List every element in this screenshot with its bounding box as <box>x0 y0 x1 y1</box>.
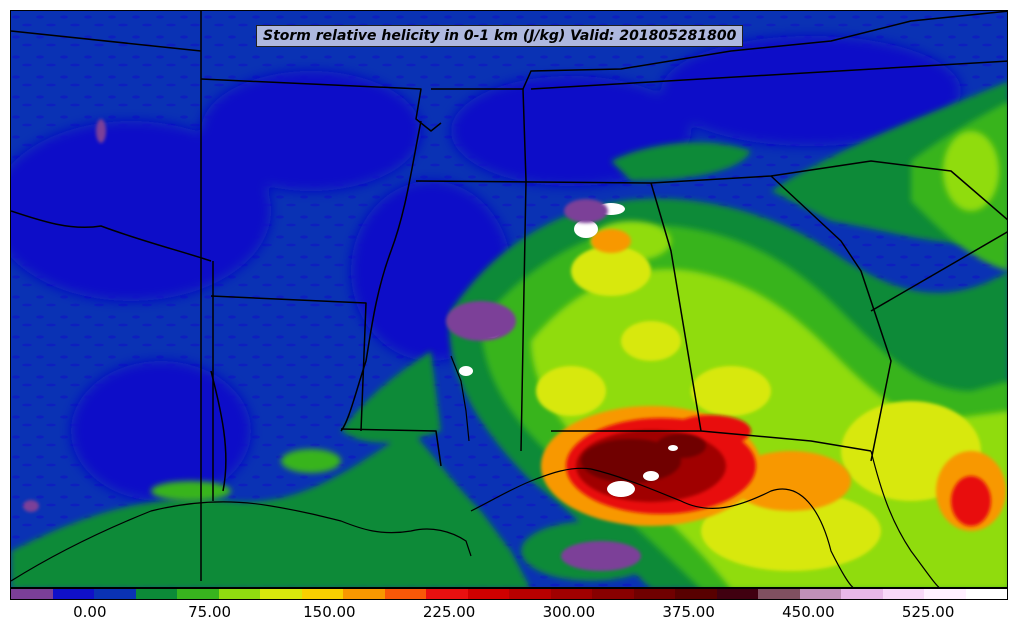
colorbar-tick-label: 75.00 <box>188 603 232 621</box>
colorbar-swatch <box>177 589 219 599</box>
colorbar-tick-label: 225.00 <box>422 603 476 621</box>
colorbar-swatch <box>592 589 634 599</box>
colorbar-labels: 0.00 75.00 150.00 225.00 300.00 375.00 450.00 5… <box>10 602 1008 626</box>
colorbar-swatch <box>343 589 385 599</box>
colorbar-swatch <box>841 589 883 599</box>
helicity-map <box>11 11 1007 587</box>
colorbar-swatch <box>799 589 841 599</box>
colorbar-swatch <box>716 589 758 599</box>
colorbar-swatch <box>52 589 94 599</box>
colorbar-swatch <box>675 589 717 599</box>
colorbar-swatch <box>384 589 426 599</box>
colorbar-swatch <box>11 589 53 599</box>
map-panel: Storm relative helicity in 0-1 km (J/kg)… <box>10 10 1008 588</box>
colorbar-swatch <box>426 589 468 599</box>
colorbar-swatch <box>882 589 924 599</box>
colorbar-swatch <box>135 589 177 599</box>
colorbar-swatch <box>467 589 509 599</box>
maroon-core <box>581 434 706 483</box>
colorbar-swatch <box>94 589 136 599</box>
colorbar <box>10 588 1008 600</box>
colorbar-swatch <box>758 589 800 599</box>
state-boundaries <box>11 11 1007 581</box>
colorbar-tick-label: 300.00 <box>542 603 596 621</box>
colorbar-swatch <box>550 589 592 599</box>
colorbar-swatch <box>633 589 675 599</box>
colorbar-swatch <box>260 589 302 599</box>
colorbar-tick-label: 525.00 <box>901 603 955 621</box>
coastline <box>11 355 940 587</box>
colorbar-swatch <box>924 589 966 599</box>
colorbar-tick-label: 150.00 <box>303 603 356 621</box>
colorbar-swatch <box>965 589 1007 599</box>
colorbar-tick-label: 375.00 <box>662 603 715 621</box>
map-title: Storm relative helicity in 0-1 km (J/kg)… <box>256 25 744 47</box>
colorbar-tick-label: 0.00 <box>73 603 107 621</box>
colorbar-swatch <box>509 589 551 599</box>
colorbar-tick-label: 450.00 <box>782 603 835 621</box>
purple-swirls <box>23 119 641 571</box>
colorbar-swatch <box>218 589 260 599</box>
colorbar-swatch <box>301 589 343 599</box>
